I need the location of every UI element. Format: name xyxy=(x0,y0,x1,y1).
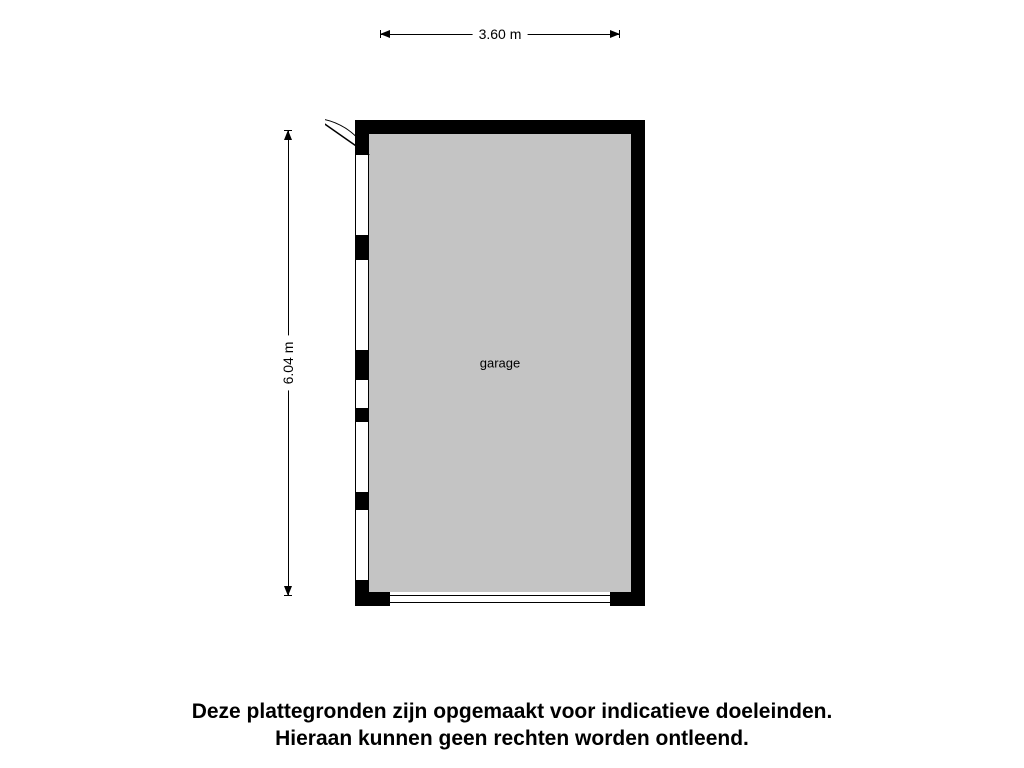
arrow-left-icon xyxy=(380,30,390,38)
dimension-height: 6.04 m xyxy=(276,130,300,596)
dimension-height-label: 6.04 m xyxy=(280,336,296,391)
disclaimer-line1: Deze plattegronden zijn opgemaakt voor i… xyxy=(0,698,1024,725)
dimension-width: 3.60 m xyxy=(380,22,620,46)
dimension-width-label: 3.60 m xyxy=(473,26,528,42)
room-label-garage: garage xyxy=(480,356,520,371)
disclaimer-text: Deze plattegronden zijn opgemaakt voor i… xyxy=(0,698,1024,753)
arrow-up-icon xyxy=(284,130,292,140)
floorplan-stage: 3.60 m 6.04 m garage Deze plattegronden … xyxy=(0,0,1024,768)
disclaimer-line2: Hieraan kunnen geen rechten worden ontle… xyxy=(0,725,1024,752)
